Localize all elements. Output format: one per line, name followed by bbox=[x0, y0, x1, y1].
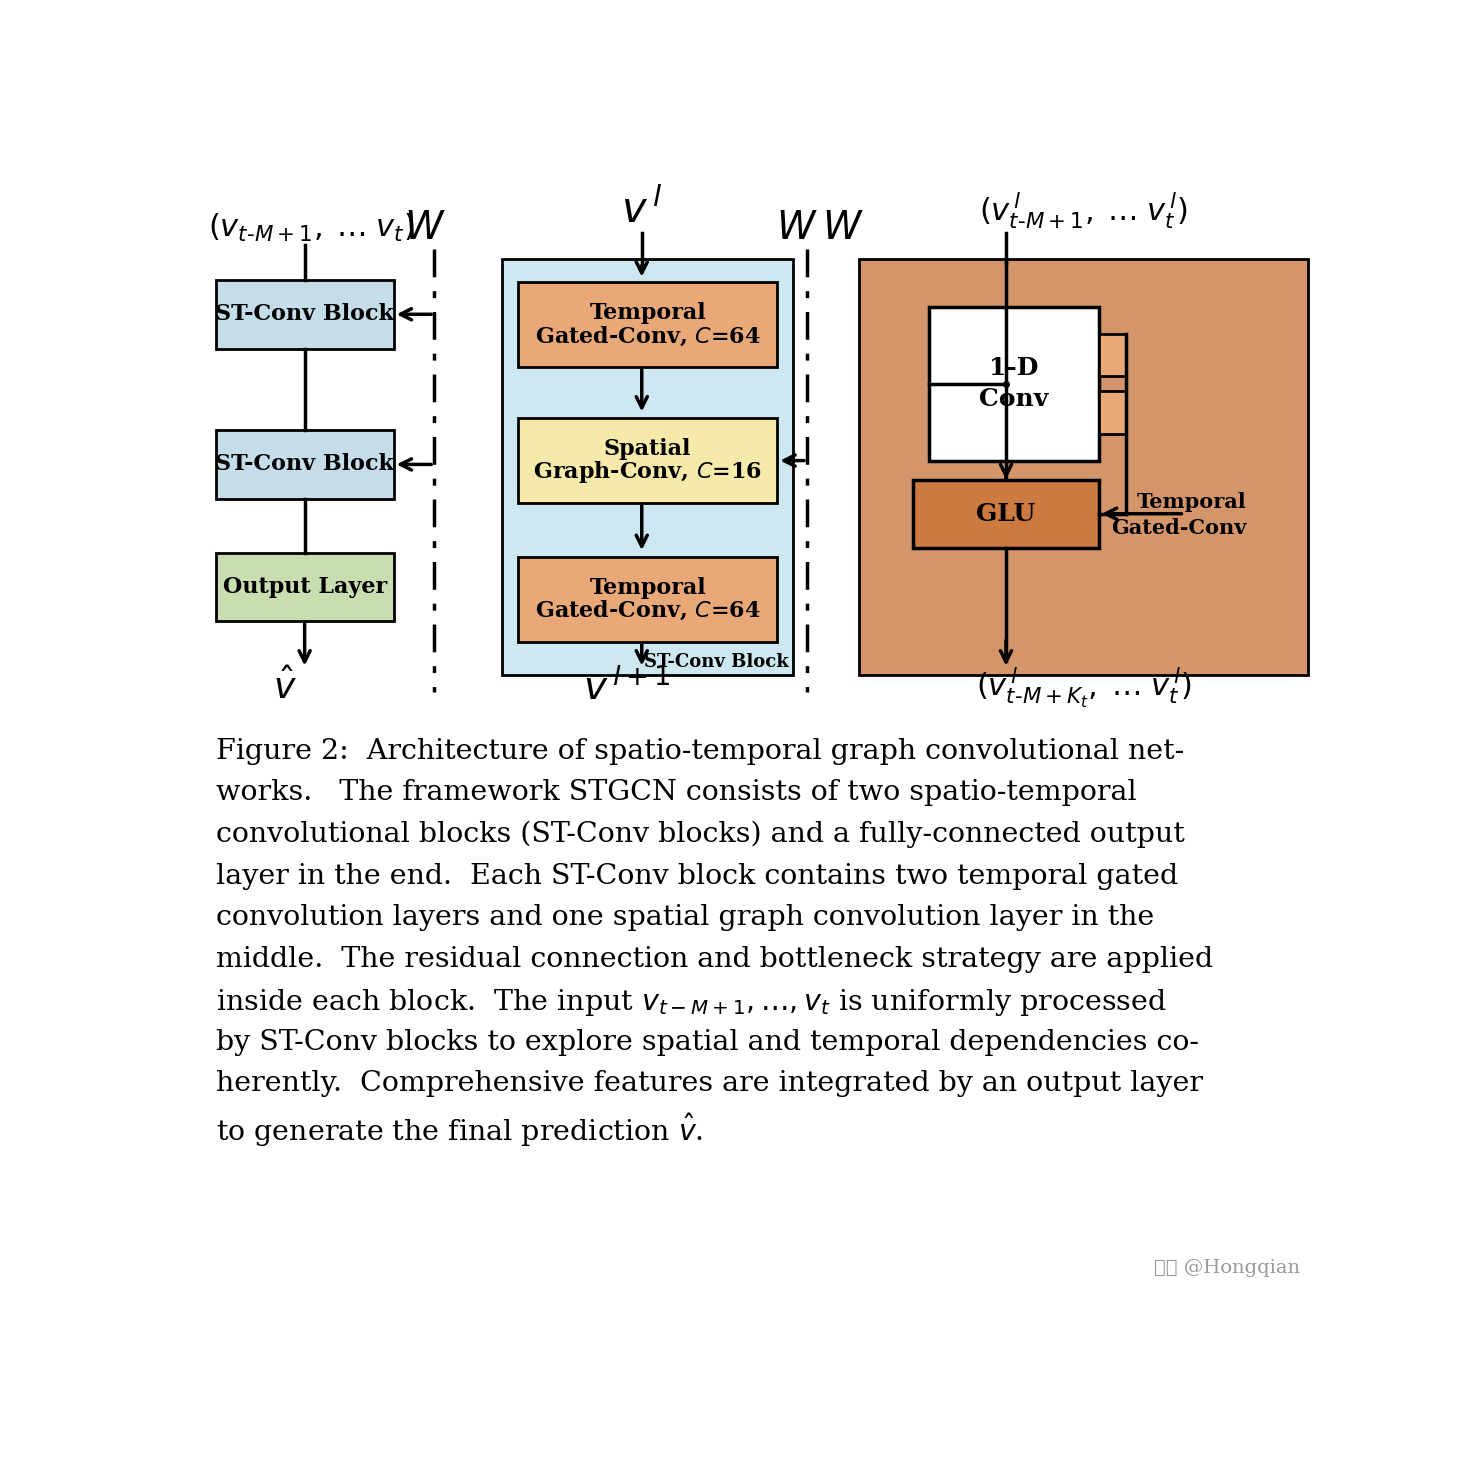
Bar bbox=[1100, 391, 1126, 433]
Text: $(\mathit{v}^{\,l}_{t\text{-}M+1},\;\ldots\; \mathit{v}^{\,l}_{t})$: $(\mathit{v}^{\,l}_{t\text{-}M+1},\;\ldo… bbox=[979, 190, 1188, 231]
Text: 1-D: 1-D bbox=[989, 356, 1039, 381]
Text: $\mathit{v}^{\,l+1}$: $\mathit{v}^{\,l+1}$ bbox=[583, 668, 670, 707]
Bar bbox=[215, 553, 394, 621]
Text: convolutional blocks (ST-Conv blocks) and a fully-connected output: convolutional blocks (ST-Conv blocks) an… bbox=[215, 821, 1184, 848]
Text: Temporal: Temporal bbox=[589, 302, 706, 324]
Text: to generate the final prediction $\hat{v}$.: to generate the final prediction $\hat{v… bbox=[215, 1113, 703, 1149]
Bar bbox=[518, 419, 778, 504]
Text: $\mathit{W}$: $\mathit{W}$ bbox=[822, 209, 863, 247]
Text: ST-Conv Block: ST-Conv Block bbox=[644, 653, 790, 671]
Text: Spatial: Spatial bbox=[604, 438, 691, 460]
Bar bbox=[914, 480, 1100, 548]
Text: $\hat{v}$: $\hat{v}$ bbox=[273, 669, 297, 706]
Text: Figure 2:  Architecture of spatio-temporal graph convolutional net-: Figure 2: Architecture of spatio-tempora… bbox=[215, 738, 1184, 764]
Bar bbox=[215, 280, 394, 348]
Text: Temporal: Temporal bbox=[1137, 492, 1246, 512]
Text: ST-Conv Block: ST-Conv Block bbox=[215, 454, 394, 476]
Text: $\mathit{v}^{\,l}$: $\mathit{v}^{\,l}$ bbox=[621, 189, 663, 231]
Text: by ST-Conv blocks to explore spatial and temporal dependencies co-: by ST-Conv blocks to explore spatial and… bbox=[215, 1029, 1199, 1056]
Text: middle.  The residual connection and bottleneck strategy are applied: middle. The residual connection and bott… bbox=[215, 946, 1213, 972]
Text: Gated-Conv: Gated-Conv bbox=[1111, 518, 1246, 537]
Text: $(\mathit{v}^{\,l}_{t\text{-}M+K_t},\;\ldots\; \mathit{v}^{\,l}_{t})$: $(\mathit{v}^{\,l}_{t\text{-}M+K_t},\;\l… bbox=[976, 666, 1191, 710]
Text: inside each block.  The input $v_{t-M+1}, \ldots, v_t$ is uniformly processed: inside each block. The input $v_{t-M+1},… bbox=[215, 987, 1166, 1019]
Text: Output Layer: Output Layer bbox=[223, 575, 387, 597]
Text: $\mathit{W}$: $\mathit{W}$ bbox=[776, 209, 818, 247]
Text: $(\mathit{v}_{t\text{-}M+1},\;\ldots\; \mathit{v}_{t})$: $(\mathit{v}_{t\text{-}M+1},\;\ldots\; \… bbox=[208, 212, 413, 244]
Text: ST-Conv Block: ST-Conv Block bbox=[215, 303, 394, 325]
Text: Gated-Conv, $C$=64: Gated-Conv, $C$=64 bbox=[534, 324, 760, 347]
Text: GLU: GLU bbox=[977, 502, 1036, 526]
Bar bbox=[518, 283, 778, 366]
Bar bbox=[1100, 334, 1126, 376]
Bar bbox=[928, 306, 1100, 461]
Bar bbox=[859, 259, 1308, 675]
Text: Gated-Conv, $C$=64: Gated-Conv, $C$=64 bbox=[534, 599, 760, 622]
Text: works.   The framework STGCN consists of two spatio-temporal: works. The framework STGCN consists of t… bbox=[215, 779, 1137, 807]
Text: 知乎 @Hongqian: 知乎 @Hongqian bbox=[1154, 1259, 1300, 1277]
Text: Graph-Conv, $C$=16: Graph-Conv, $C$=16 bbox=[533, 460, 762, 485]
Text: layer in the end.  Each ST-Conv block contains two temporal gated: layer in the end. Each ST-Conv block con… bbox=[215, 862, 1178, 890]
Text: $\mathit{W}$: $\mathit{W}$ bbox=[404, 209, 446, 247]
Text: Conv: Conv bbox=[979, 386, 1048, 411]
Bar bbox=[502, 259, 793, 675]
Text: Temporal: Temporal bbox=[589, 577, 706, 599]
Text: herently.  Comprehensive features are integrated by an output layer: herently. Comprehensive features are int… bbox=[215, 1070, 1203, 1098]
Bar bbox=[518, 556, 778, 641]
Bar bbox=[215, 430, 394, 499]
Text: convolution layers and one spatial graph convolution layer in the: convolution layers and one spatial graph… bbox=[215, 905, 1154, 931]
